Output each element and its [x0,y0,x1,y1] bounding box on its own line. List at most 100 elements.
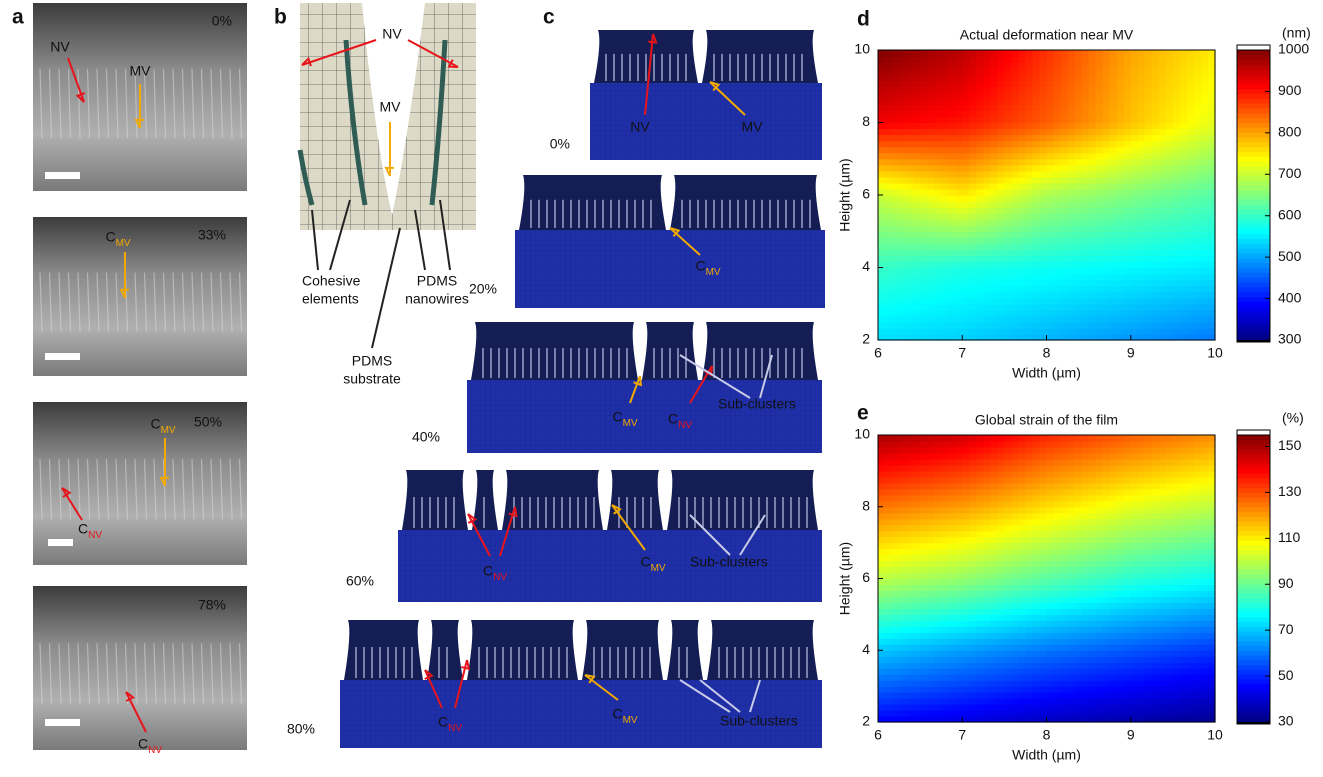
contour-cell [1145,668,1153,675]
contour-cell [1075,453,1083,460]
contour-cell [1025,292,1033,299]
colorbar-segment [1237,243,1270,248]
contour-cell [1110,662,1118,669]
contour-cell [1039,483,1047,490]
contour-cell [934,656,942,663]
contour-cell [1187,183,1195,190]
contour-cell [885,590,893,597]
contour-cell [997,141,1005,148]
contour-cell [1194,310,1202,317]
contour-cell [1047,668,1055,675]
contour-cell [1047,183,1055,190]
contour-cell [1025,268,1033,275]
contour-cell [1054,519,1062,526]
contour-cell [962,710,970,717]
contour-cell [885,92,893,99]
contour-cell [962,249,970,256]
contour-cell [920,286,928,293]
contour-cell [1075,590,1083,597]
contour-cell [1018,183,1026,190]
contour-cell [1110,692,1118,699]
contour-cell [941,298,949,305]
contour-cell [1124,507,1132,514]
contour-cell [962,531,970,538]
contour-cell [955,255,963,262]
nanowire-cluster [667,620,703,680]
contour-cell [955,129,963,136]
contour-cell [1054,304,1062,311]
contour-cell [1047,280,1055,287]
contour-cell [955,596,963,603]
contour-cell [899,243,907,250]
colorbar-segment [1237,190,1270,195]
contour-cell [1047,116,1055,123]
contour-cell [1039,513,1047,520]
annotation: Sub-clusters [718,396,796,412]
contour-cell [1159,153,1167,160]
contour-cell [955,465,963,472]
contour-cell [1004,153,1012,160]
contour-cell [885,219,893,226]
contour-cell [1180,608,1188,615]
annotation: Sub-clusters [690,554,768,570]
contour-cell [920,225,928,232]
contour-cell [1201,608,1209,615]
contour-cell [976,304,984,311]
contour-cell [934,304,942,311]
contour-cell [1194,286,1202,293]
contour-cell [941,483,949,490]
contour-cell [1096,195,1104,202]
contour-cell [913,692,921,699]
contour-cell [1089,147,1097,154]
contour-cell [1180,159,1188,166]
contour-cell [1039,495,1047,502]
contour-cell [1180,195,1188,202]
contour-cell [941,50,949,57]
contour-cell [1004,698,1012,705]
contour-cell [1159,56,1167,63]
contour-cell [1187,561,1195,568]
contour-cell [920,74,928,81]
contour-cell [983,602,991,609]
contour-cell [976,590,984,597]
contour-cell [1011,249,1019,256]
contour-cell [1194,171,1202,178]
contour-cell [1054,243,1062,250]
contour-cell [934,159,942,166]
contour-cell [1166,147,1174,154]
contour-cell [1039,225,1047,232]
contour-cell [976,104,984,111]
contour-cell [1166,219,1174,226]
contour-cell [1096,261,1104,268]
contour-cell [976,543,984,550]
contour-cell [906,626,914,633]
contour-cell [1096,177,1104,184]
contour-cell [1018,74,1026,81]
contour-cell [969,129,977,136]
contour-cell [1124,495,1132,502]
contour-cell [1068,123,1076,130]
contour-cell [1166,328,1174,335]
contour-cell [955,274,963,281]
contour-cell [906,104,914,111]
contour-cell [1110,50,1118,57]
contour-cell [1117,543,1125,550]
contour-cell [1103,243,1111,250]
contour-cell [1138,237,1146,244]
contour-cell [1131,56,1139,63]
contour-cell [1201,92,1209,99]
contour-cell [1201,543,1209,550]
contour-cell [1187,668,1195,675]
contour-cell [1011,268,1019,275]
contour-cell [948,237,956,244]
contour-cell [1152,237,1160,244]
contour-cell [1089,310,1097,317]
contour-cell [976,674,984,681]
contour-cell [1018,189,1026,196]
contour-cell [1039,590,1047,597]
contour-cell [1117,62,1125,69]
contour-cell [990,614,998,621]
colorbar-segment [1237,330,1270,335]
contour-cell [1194,213,1202,220]
contour-cell [1131,555,1139,562]
